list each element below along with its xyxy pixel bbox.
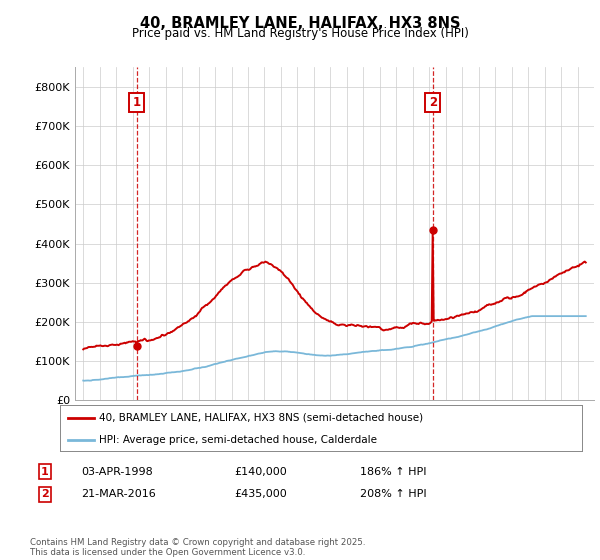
Text: £435,000: £435,000 [234,489,287,500]
Text: 40, BRAMLEY LANE, HALIFAX, HX3 8NS (semi-detached house): 40, BRAMLEY LANE, HALIFAX, HX3 8NS (semi… [99,413,423,423]
Text: HPI: Average price, semi-detached house, Calderdale: HPI: Average price, semi-detached house,… [99,435,377,445]
Text: 2: 2 [41,489,49,500]
Text: Contains HM Land Registry data © Crown copyright and database right 2025.
This d: Contains HM Land Registry data © Crown c… [30,538,365,557]
Text: 1: 1 [133,96,141,109]
Text: 208% ↑ HPI: 208% ↑ HPI [360,489,427,500]
Text: 40, BRAMLEY LANE, HALIFAX, HX3 8NS: 40, BRAMLEY LANE, HALIFAX, HX3 8NS [140,16,460,31]
Text: £140,000: £140,000 [234,466,287,477]
Text: Price paid vs. HM Land Registry's House Price Index (HPI): Price paid vs. HM Land Registry's House … [131,27,469,40]
Text: 186% ↑ HPI: 186% ↑ HPI [360,466,427,477]
Text: 03-APR-1998: 03-APR-1998 [81,466,153,477]
Text: 2: 2 [429,96,437,109]
Text: 1: 1 [41,466,49,477]
Text: 21-MAR-2016: 21-MAR-2016 [81,489,156,500]
